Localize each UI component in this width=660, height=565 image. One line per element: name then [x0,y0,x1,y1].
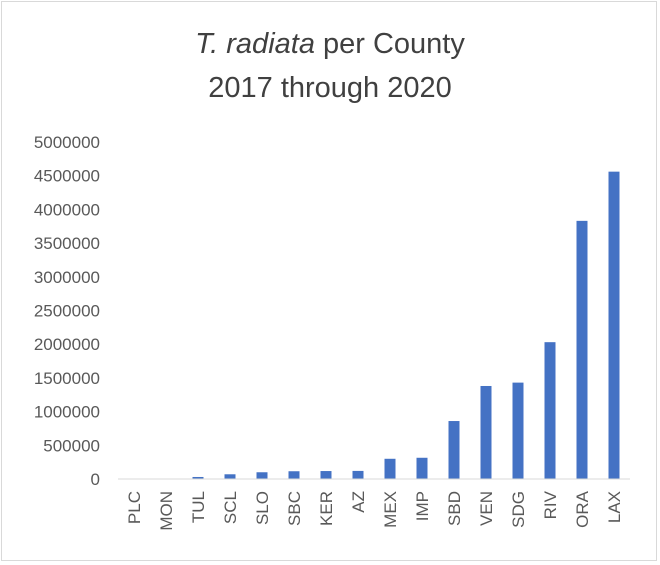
y-tick-label: 3500000 [34,234,100,253]
y-tick-label: 2000000 [34,335,100,354]
y-tick-label: 4000000 [34,200,100,219]
y-tick-label: 5000000 [34,133,100,152]
x-tick-label-imp: IMP [413,491,432,521]
chart-title-species: T. radiata [195,28,315,60]
x-tick-label-riv: RIV [541,490,560,519]
y-tick-label: 500000 [43,436,100,455]
x-tick-label-az: AZ [349,491,368,513]
y-tick-label: 1500000 [34,369,100,388]
y-axis: 0 500000 1000000 1500000 2000000 2500000 30000… [34,133,100,489]
bar-sbc [288,471,300,479]
x-tick-label-mex: MEX [381,491,400,528]
x-tick-label-tul: TUL [189,491,208,523]
x-tick-label-plc: PLC [125,491,144,524]
bar-mex [384,458,396,479]
x-tick-label-ven: VEN [477,491,496,526]
x-tick-label-slo: SLO [253,491,272,525]
x-tick-label-scl: SCL [221,491,240,524]
bar-ven [480,385,492,479]
y-tick-label: 0 [91,470,100,489]
x-tick-label-ora: ORA [573,490,592,528]
x-tick-label-sbc: SBC [285,491,304,526]
chart-title-rest: per County [314,28,465,60]
bar-slo [256,472,268,479]
chart-subtitle: 2017 through 2020 [208,72,452,104]
bar-scl [224,474,236,479]
x-tick-label-ker: KER [317,491,336,526]
x-tick-label-mon: MON [157,491,176,531]
bars [128,171,620,479]
x-axis: PLC MON TUL SCL SLO SBC KER AZ MEX IMP SBD VEN SDG RI… [125,490,624,530]
x-tick-label-sbd: SBD [445,491,464,526]
y-tick-label: 3000000 [34,268,100,287]
y-tick-label: 4500000 [34,167,100,186]
chart-title: T. radiata per County [0,28,660,61]
bar-riv [544,342,556,479]
x-tick-label-sdg: SDG [509,491,528,528]
bar-ker [320,471,332,479]
y-tick-label: 1000000 [34,403,100,422]
bar-sdg [512,382,524,479]
bar-ora [576,220,588,479]
bar-imp [416,457,428,479]
bar-lax [608,171,620,479]
y-tick-label: 2500000 [34,302,100,321]
bar-tul [192,476,204,479]
bar-sbd [448,421,460,479]
x-tick-label-lax: LAX [605,491,624,523]
bar-az [352,470,364,479]
